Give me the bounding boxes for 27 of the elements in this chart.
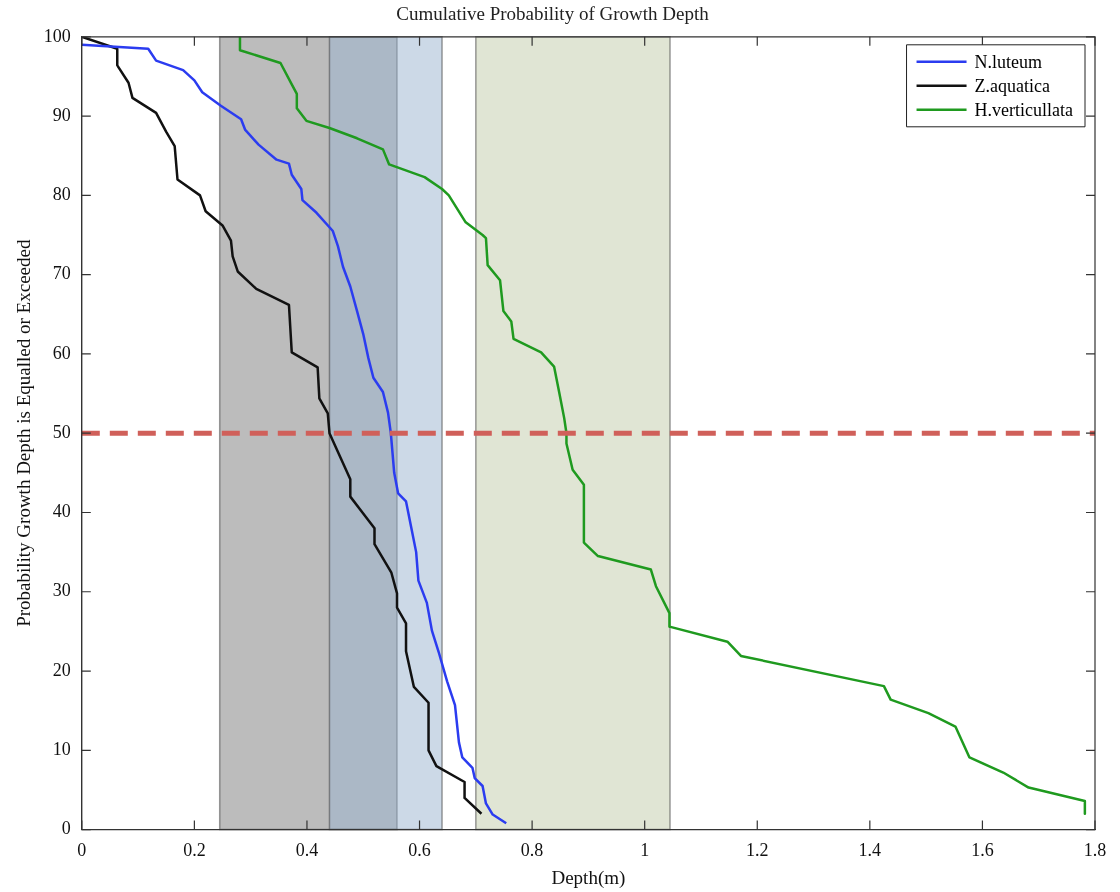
y-tick-label: 50 [52,421,71,442]
x-tick-label: 0.4 [295,840,319,861]
y-tick-label: 100 [43,25,71,46]
y-tick-label: 60 [52,342,71,363]
x-tick-label: 1 [640,840,650,861]
y-tick-label: 20 [52,659,71,680]
y-tick-label: 90 [52,104,71,125]
y-tick-label: 40 [52,501,71,522]
y-tick-label: 70 [52,263,71,284]
y-tick-label: 80 [52,184,71,205]
x-tick-label: 0.8 [520,840,544,861]
x-tick-label: 1.2 [746,840,769,861]
x-tick-label: 0 [77,840,87,861]
x-tick-label: 1.6 [971,840,994,861]
x-tick-label: 0.2 [183,840,206,861]
x-tick-label: 1.4 [858,840,882,861]
x-tick-label: 1.8 [1083,840,1107,861]
x-axis-title: Depth(m) [551,866,626,889]
y-tick-label: 30 [52,580,71,601]
x-tick-label: 0.6 [408,840,431,861]
y-axis-title: Probability Growth Depth is Equalled or Exceeded [13,239,35,627]
legend-label: H.verticullata [974,99,1074,120]
y-tick-label: 10 [52,739,71,760]
legend-label: Z.aquatica [974,75,1051,96]
legend-label: N.luteum [974,51,1043,72]
chart-title: Cumulative Probability of Growth Depth [396,3,710,25]
y-tick-label: 0 [61,818,71,839]
